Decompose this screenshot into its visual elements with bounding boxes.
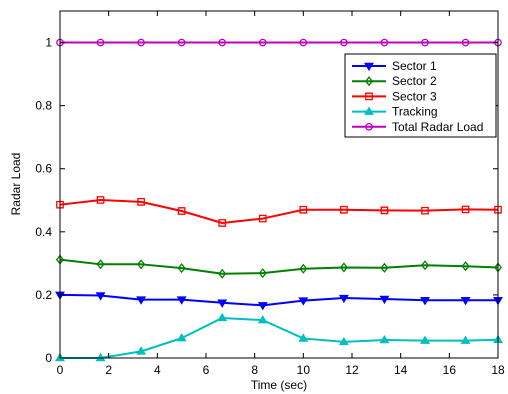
data-point-sector-2	[137, 259, 146, 270]
data-point-sector-1	[379, 295, 390, 305]
legend-label: Tracking	[392, 105, 438, 119]
legend-label: Sector 2	[392, 74, 437, 88]
series-line-sector-1	[59, 293, 498, 307]
y-axis-label: Radar Load	[9, 153, 23, 216]
y-tick-label: 0.6	[35, 162, 52, 176]
data-point-tracking	[298, 333, 309, 342]
legend-entry-sector-1: Sector 1	[352, 59, 437, 73]
y-tick-label: 0	[45, 351, 52, 365]
data-point-sector-3	[96, 196, 105, 204]
x-tick-label: 18	[491, 363, 505, 377]
data-point-tracking	[95, 352, 106, 362]
data-point-tracking	[136, 346, 147, 355]
data-point-sector-3	[380, 206, 389, 215]
x-tick-label: 4	[154, 363, 161, 377]
y-tick-label: 0.4	[35, 225, 52, 239]
legend-entry-total-radar-load: Total Radar Load	[352, 120, 483, 134]
data-point-sector-2	[461, 261, 470, 272]
x-tick-label: 12	[345, 363, 359, 377]
data-point-sector-2	[299, 263, 308, 274]
data-point-sector-3	[494, 205, 502, 214]
data-point-total-radar-load	[218, 38, 227, 47]
data-point-sector-1	[176, 296, 187, 305]
data-point-total-radar-load	[421, 38, 429, 47]
series-tracking	[55, 312, 503, 362]
data-point-tracking	[379, 334, 390, 344]
data-point-sector-3	[137, 197, 145, 206]
data-point-sector-2	[339, 262, 348, 273]
data-point-sector-2	[258, 268, 267, 279]
data-point-sector-3	[218, 219, 227, 227]
data-point-total-radar-load	[299, 38, 308, 47]
data-point-sector-3	[56, 200, 64, 209]
series-sector-2	[55, 254, 503, 279]
data-point-sector-3	[461, 205, 470, 214]
data-point-sector-2	[96, 259, 105, 270]
legend-entry-sector-2: Sector 2	[352, 74, 437, 88]
legend-marker	[365, 122, 373, 131]
data-point-total-radar-load	[258, 38, 267, 47]
data-point-sector-1	[95, 292, 106, 301]
data-point-tracking	[176, 333, 187, 342]
data-point-sector-1	[217, 299, 228, 308]
series-line-tracking	[60, 316, 499, 359]
plot-frame	[59, 10, 499, 359]
legend-label: Total Radar Load	[392, 120, 483, 134]
series-line-sector-2	[59, 258, 499, 275]
series-sector-3	[56, 196, 502, 227]
data-point-sector-1	[460, 297, 471, 306]
data-point-sector-1	[136, 296, 147, 305]
data-point-tracking	[420, 335, 430, 344]
data-point-total-radar-load	[461, 38, 470, 47]
data-point-sector-2	[218, 268, 227, 279]
data-point-tracking	[460, 335, 471, 344]
legend-entry-tracking: Tracking	[352, 105, 438, 119]
data-point-sector-3	[421, 206, 429, 215]
data-point-sector-3	[258, 214, 267, 223]
x-tick-label: 14	[394, 363, 408, 377]
y-tick-label: 1	[45, 36, 52, 50]
data-point-tracking	[257, 315, 268, 324]
x-axis-label: Time (sec)	[251, 378, 307, 392]
data-point-sector-2	[420, 260, 430, 271]
data-point-tracking	[338, 336, 349, 346]
x-tick-label: 2	[105, 363, 112, 377]
data-point-sector-2	[177, 263, 186, 274]
series-layer	[55, 38, 503, 362]
legend-marker	[365, 92, 373, 101]
legend-entry-sector-3: Sector 3	[352, 89, 437, 103]
legend-marker	[364, 62, 374, 72]
data-point-total-radar-load	[137, 38, 145, 47]
legend-marker	[364, 76, 374, 87]
data-point-sector-2	[380, 262, 389, 273]
data-point-sector-3	[340, 205, 348, 214]
data-point-sector-1	[338, 294, 349, 304]
x-tick-label: 8	[251, 363, 258, 377]
data-point-total-radar-load	[96, 38, 105, 47]
y-tick-label: 0.2	[35, 288, 52, 302]
data-point-tracking	[217, 312, 228, 322]
series-line-sector-3	[59, 198, 499, 224]
legend-label: Sector 3	[392, 89, 437, 103]
x-tick-label: 6	[203, 363, 210, 377]
x-tick-label: 16	[443, 363, 457, 377]
y-tick-label: 0.8	[35, 99, 52, 113]
legend-label: Sector 1	[392, 59, 437, 73]
x-tick-label: 10	[297, 363, 311, 377]
data-point-sector-3	[177, 207, 186, 215]
data-point-sector-3	[299, 205, 308, 214]
data-point-sector-1	[257, 302, 268, 311]
data-point-sector-1	[298, 297, 309, 306]
data-point-total-radar-load	[340, 38, 348, 47]
data-point-total-radar-load	[380, 38, 389, 47]
data-point-total-radar-load	[177, 38, 186, 47]
x-tick-label: 0	[57, 363, 64, 377]
legend-marker	[364, 106, 374, 115]
data-point-sector-1	[420, 297, 430, 306]
